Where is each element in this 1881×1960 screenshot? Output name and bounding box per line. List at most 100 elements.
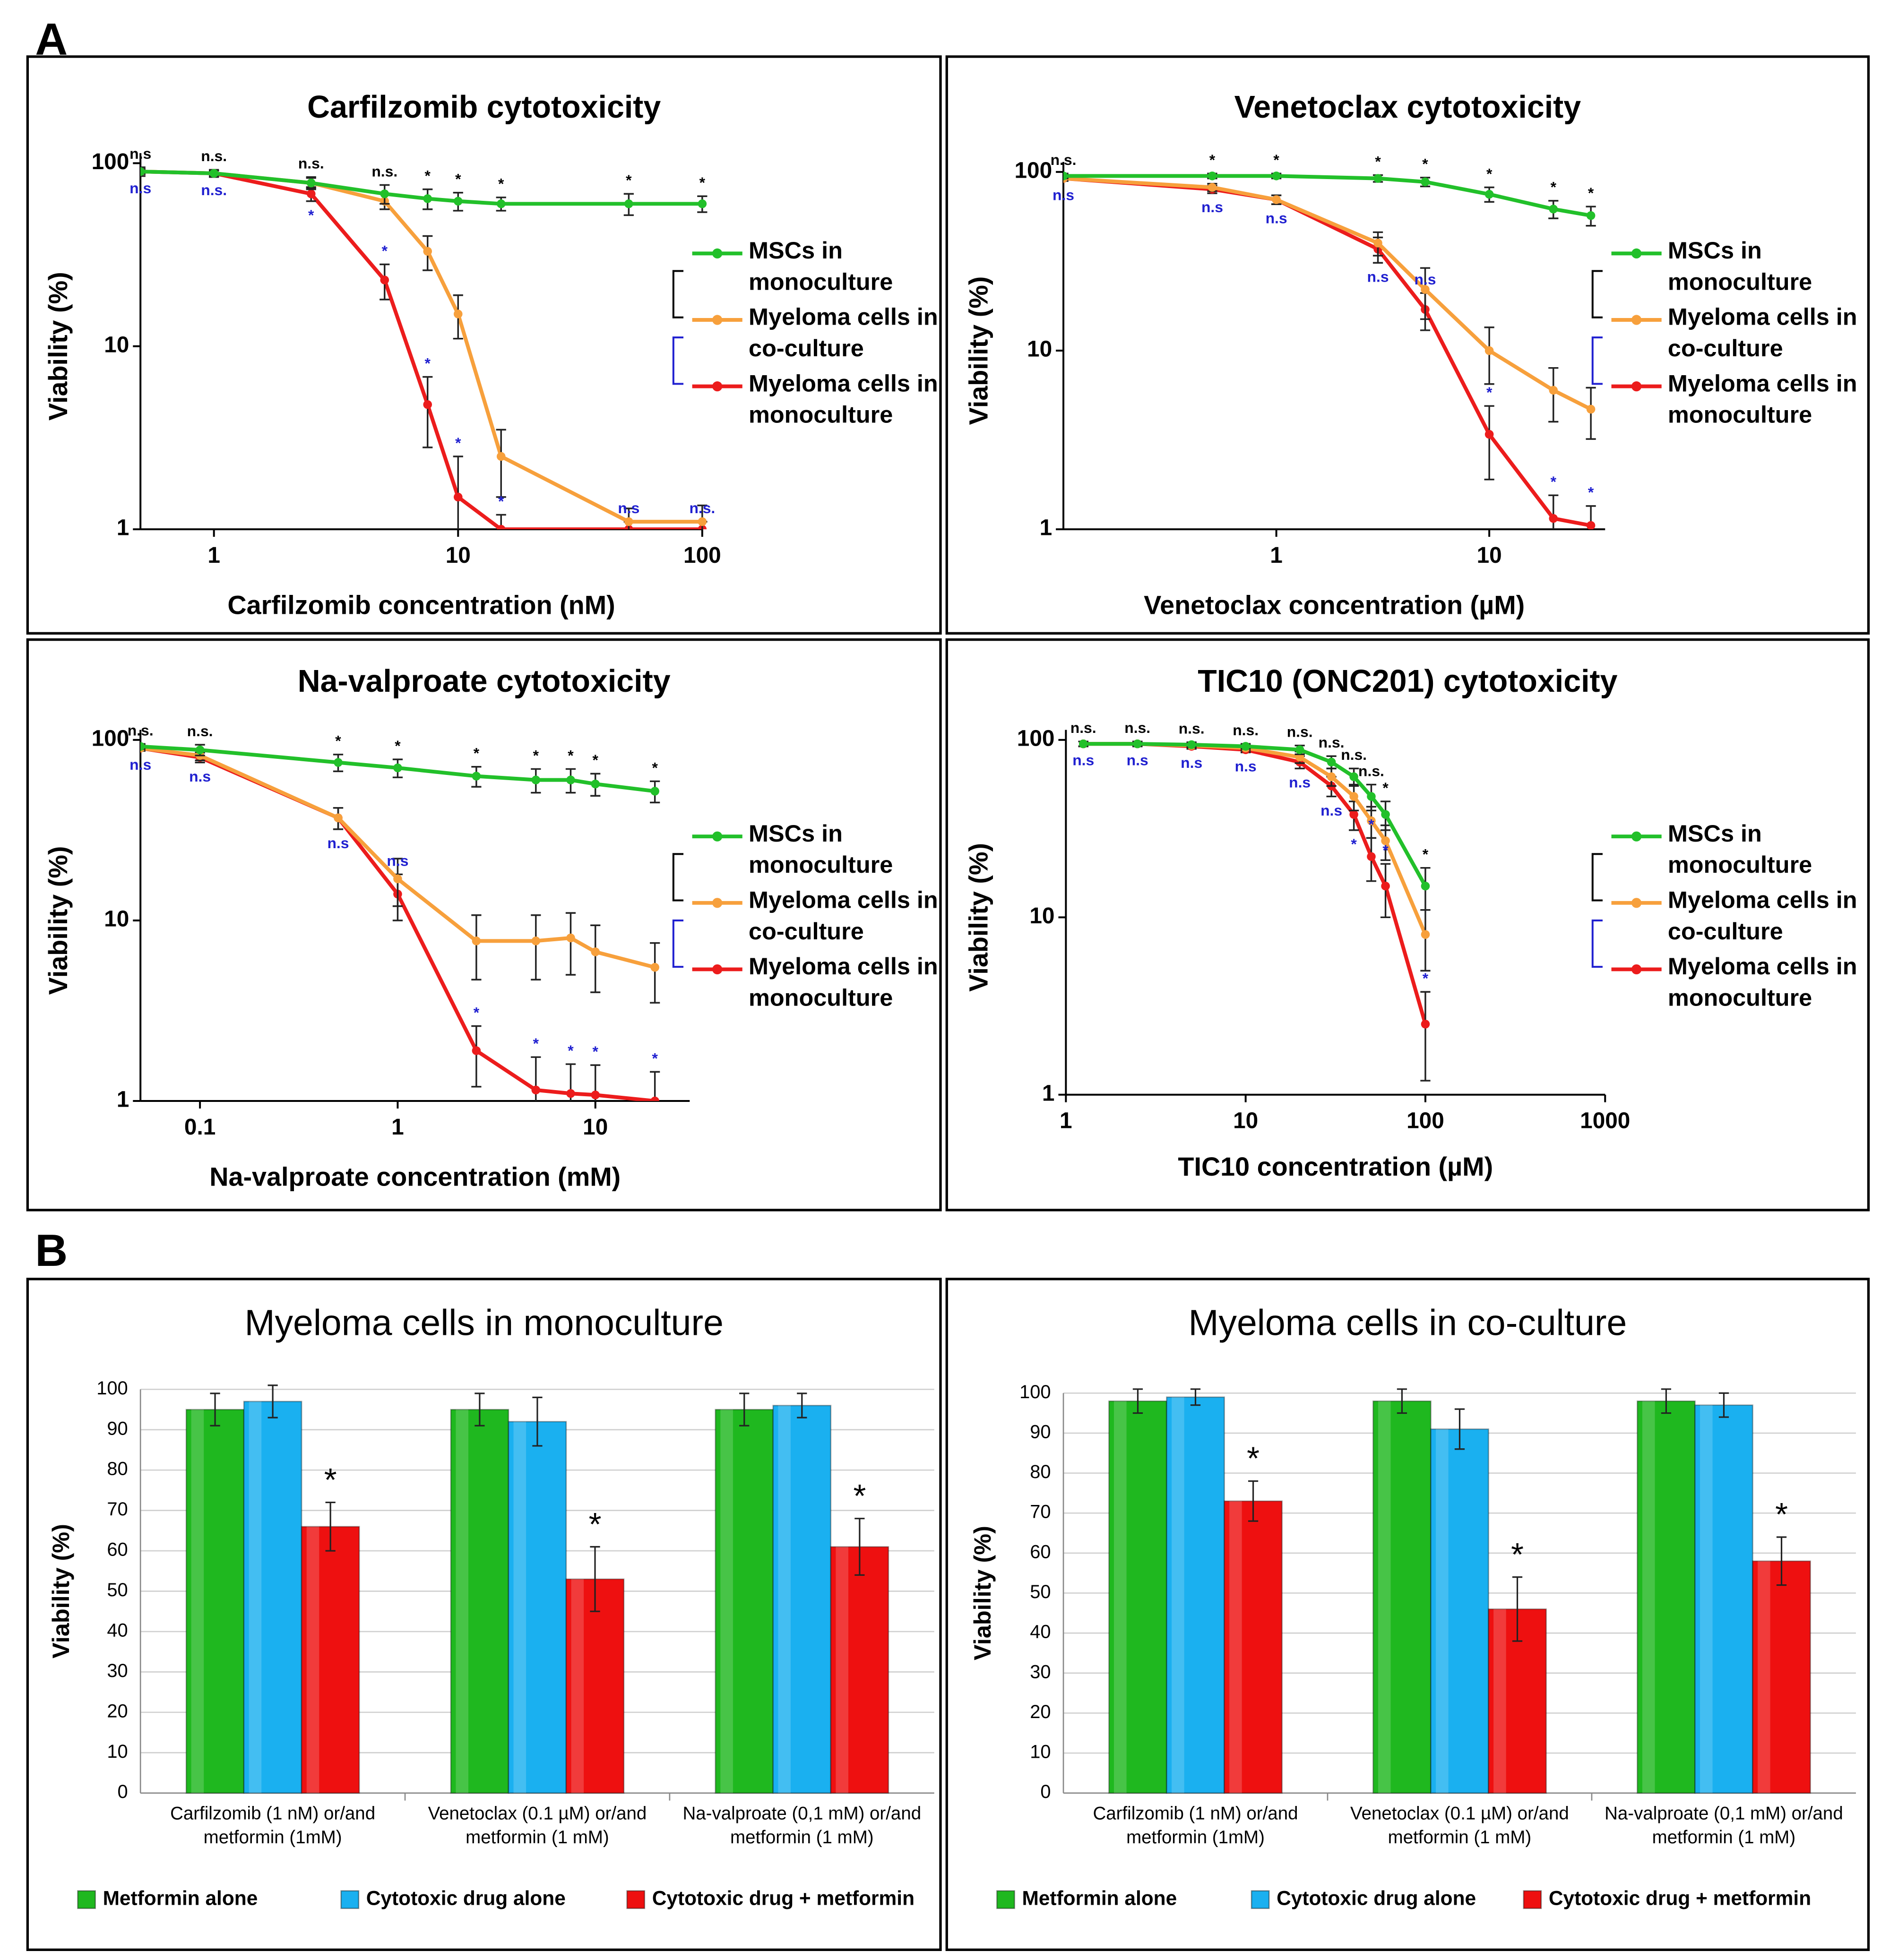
x-axis-label: TIC10 concentration (µM) — [1178, 1152, 1493, 1181]
bar — [1108, 1400, 1167, 1794]
error-bar — [531, 914, 541, 980]
error-bar — [1248, 1480, 1259, 1522]
error-bar — [1484, 405, 1494, 481]
error-bar — [471, 914, 482, 980]
y-tick-label: 60 — [1030, 1541, 1051, 1562]
x-tick-label-box: Venetoclax (0.1 µM) or/and metformin (1 … — [1350, 1805, 1569, 1848]
marker — [423, 194, 432, 203]
series-line — [1063, 176, 1591, 528]
x-tick-label: 10 — [1233, 1109, 1258, 1134]
significance-label: * — [474, 745, 480, 762]
bar-highlight — [1493, 1609, 1506, 1793]
bar-highlight — [249, 1401, 262, 1793]
legend-bracket — [672, 919, 684, 968]
panel-frame — [945, 1278, 1870, 1951]
y-tick-label: 50 — [1030, 1582, 1051, 1602]
x-tick-label: 10 — [1477, 543, 1502, 568]
marker — [591, 947, 600, 956]
marker — [650, 963, 659, 972]
marker — [698, 517, 707, 526]
error-bar — [267, 1384, 278, 1418]
significance-label: * — [1382, 842, 1389, 859]
y-tick-label: 1 — [1040, 516, 1053, 541]
legend-swatch — [1523, 1890, 1542, 1909]
series-line — [140, 746, 656, 1101]
significance-label: n.s — [1127, 752, 1148, 769]
significance-label: * — [652, 759, 658, 776]
error-bar — [1484, 327, 1494, 385]
marker — [1586, 211, 1596, 220]
marker — [1373, 239, 1382, 248]
significance-label: n.s. — [1319, 734, 1345, 751]
error-bar — [739, 1393, 750, 1427]
significance-label: * — [853, 1478, 866, 1514]
y-tick-label: 50 — [107, 1580, 128, 1600]
y-tick-label: 10 — [104, 332, 129, 357]
legend-marker — [712, 315, 723, 325]
significance-label: n.s. — [187, 722, 213, 739]
legend-marker — [1631, 964, 1642, 975]
y-axis-label: Viability (%) — [964, 843, 993, 992]
error-bar — [532, 1396, 543, 1447]
x-tick-label: 10 — [583, 1115, 608, 1140]
y-tick-label: 100 — [96, 1378, 128, 1399]
y-tick-label: 100 — [92, 149, 129, 174]
legend-swatch — [996, 1890, 1015, 1909]
marker — [1349, 810, 1358, 819]
legend-bracket — [1591, 336, 1603, 385]
x-tick-label: Carfilzomib (1 nM) or/and metformin (1mM… — [1093, 1804, 1298, 1848]
significance-label: n.s. — [1124, 719, 1150, 736]
bar — [508, 1421, 567, 1794]
significance-label: n.s — [387, 852, 408, 869]
significance-label: * — [324, 1461, 337, 1498]
legend-label: Cytotoxic drug alone — [1277, 1887, 1476, 1909]
marker — [1079, 739, 1088, 748]
panel-label: B — [35, 1226, 68, 1276]
y-tick-label: 100 — [1019, 1382, 1051, 1402]
significance-label: n.s. — [201, 181, 227, 198]
y-tick-label: 100 — [1017, 726, 1055, 751]
marker — [472, 937, 481, 946]
legend-label-box: Myeloma cells in monoculture — [1668, 371, 1857, 429]
marker — [423, 400, 432, 409]
y-tick-label: 1 — [1042, 1081, 1055, 1106]
legend-marker — [1631, 831, 1642, 842]
marker — [591, 1090, 600, 1100]
plot — [1078, 739, 1431, 1082]
marker — [1373, 174, 1382, 183]
significance-label: * — [1551, 179, 1557, 196]
x-tick-label: 1000 — [1580, 1109, 1630, 1134]
legend-label: MSCs in monoculture — [749, 238, 893, 296]
bar-highlight — [456, 1410, 469, 1793]
legend-label: Myeloma cells in co-culture — [1667, 887, 1857, 946]
significance-label: n.s. — [689, 499, 715, 516]
significance-label: * — [425, 167, 431, 184]
significance-label: * — [1375, 153, 1381, 170]
marker — [496, 524, 506, 530]
legend-label: Myeloma cells in co-culture — [1667, 305, 1857, 362]
legend-label: MSCs in monoculture — [749, 821, 893, 879]
y-tick-label: 30 — [107, 1660, 128, 1681]
panel-frame — [945, 55, 1870, 635]
marker — [1187, 740, 1196, 749]
y-axis-label: Viability (%) — [43, 272, 73, 421]
error-bar — [1420, 991, 1431, 1082]
significance-label: * — [335, 732, 341, 749]
bar-highlight — [306, 1526, 319, 1793]
bar-highlight — [720, 1410, 733, 1793]
y-tick-label: 0 — [1040, 1781, 1051, 1802]
marker — [1484, 189, 1494, 199]
significance-label: n.s. — [1179, 720, 1205, 737]
marker — [591, 779, 600, 789]
y-tick-label: 0 — [117, 1781, 128, 1802]
x-tick-label: Na-valproate (0,1 mM) or/and metformin (… — [1605, 1804, 1843, 1848]
bar-highlight — [1436, 1429, 1449, 1793]
significance-label: * — [1423, 970, 1429, 987]
x-tick-label: 1 — [1060, 1109, 1072, 1134]
significance-label: n.s — [1415, 271, 1436, 288]
marker — [306, 189, 316, 198]
panel-frame — [945, 638, 1870, 1212]
marker — [393, 874, 402, 884]
marker — [1421, 285, 1430, 294]
